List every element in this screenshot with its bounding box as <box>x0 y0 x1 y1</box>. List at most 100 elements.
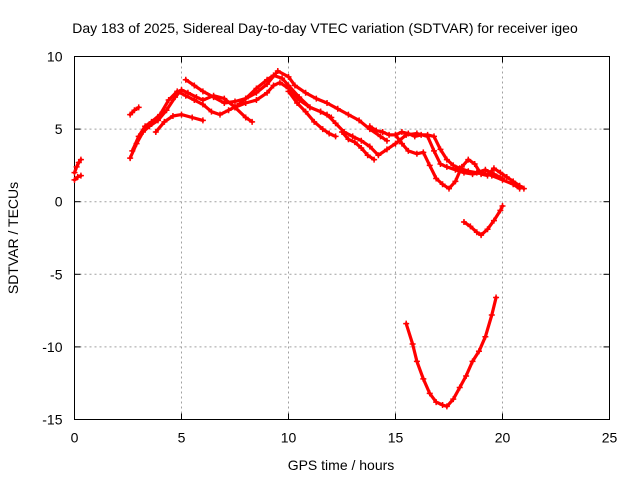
data-point <box>191 97 198 104</box>
series-arc-c <box>127 104 142 118</box>
data-point <box>339 129 345 136</box>
data-point <box>497 169 504 176</box>
data-point <box>366 123 373 130</box>
data-point <box>364 152 371 159</box>
data-point <box>420 149 427 156</box>
data-point <box>232 98 238 105</box>
data-point <box>324 111 331 118</box>
data-point <box>379 129 386 136</box>
data-point <box>437 160 444 167</box>
data-point <box>253 97 260 104</box>
data-point <box>351 139 358 146</box>
data-point <box>437 146 444 153</box>
data-point <box>510 178 517 185</box>
data-point <box>392 140 399 147</box>
x-tick-label: 10 <box>281 430 297 446</box>
data-point <box>135 133 142 140</box>
data-point <box>358 137 365 144</box>
data-point <box>398 129 405 136</box>
data-point <box>392 131 399 138</box>
data-point <box>478 171 485 178</box>
tick-layer: 0 5 10 15 20 25 -15 -10 -5 0 5 10 <box>42 49 617 446</box>
data-point <box>189 114 196 121</box>
series-line <box>462 204 505 237</box>
series-arc-m <box>460 203 506 239</box>
data-point <box>439 401 446 408</box>
series-arc-l <box>392 131 527 192</box>
data-point <box>129 147 136 154</box>
data-point <box>169 113 176 120</box>
data-point <box>450 162 457 169</box>
data-point <box>182 76 189 83</box>
data-point <box>493 294 500 301</box>
data-point <box>225 107 232 114</box>
data-point <box>253 89 260 96</box>
data-point <box>463 372 470 379</box>
data-point <box>302 108 309 115</box>
data-point <box>242 99 249 106</box>
data-point <box>465 168 472 175</box>
y-axis-label: SDTVAR / TECUs <box>5 182 21 294</box>
data-point <box>285 88 292 95</box>
data-point <box>386 131 393 138</box>
data-point <box>127 155 134 162</box>
data-point <box>148 118 155 125</box>
data-point <box>490 165 497 172</box>
data-point <box>270 82 277 89</box>
data-point <box>373 127 380 134</box>
data-point <box>443 403 450 410</box>
series-line <box>72 158 83 175</box>
data-point <box>356 117 363 124</box>
data-point <box>276 79 283 86</box>
data-point <box>242 114 249 121</box>
y-tick-label: 0 <box>55 194 63 210</box>
data-point <box>73 163 80 170</box>
series-layer <box>71 68 527 410</box>
data-point <box>302 89 309 96</box>
data-point <box>161 118 168 125</box>
data-point <box>473 229 480 236</box>
data-point <box>482 333 489 340</box>
data-point <box>484 226 491 233</box>
data-point <box>403 320 410 327</box>
series-arc-a <box>71 156 84 176</box>
data-point <box>77 156 84 163</box>
data-point <box>274 68 281 75</box>
y-tick-label: 10 <box>47 49 63 65</box>
data-point <box>264 81 271 88</box>
series-arc-n <box>403 294 500 410</box>
data-point <box>199 117 206 124</box>
data-point <box>232 104 238 111</box>
x-tick-label: 15 <box>388 430 404 446</box>
data-point <box>426 390 433 397</box>
data-point <box>469 358 476 365</box>
chart-title: Day 183 of 2025, Sidereal Day-to-day VTE… <box>72 20 578 36</box>
data-point <box>165 97 172 104</box>
data-point <box>334 105 341 112</box>
data-point <box>375 152 382 159</box>
data-point <box>398 140 405 147</box>
data-point <box>371 156 378 163</box>
data-point <box>433 175 440 182</box>
data-point <box>484 172 491 179</box>
x-tick-label: 5 <box>178 430 186 446</box>
data-point <box>199 88 206 95</box>
y-tick-label: -10 <box>42 339 62 355</box>
data-point <box>366 143 373 150</box>
data-point <box>446 185 452 192</box>
data-point <box>152 129 159 136</box>
y-tick-label: -15 <box>42 412 62 428</box>
data-point <box>174 88 181 95</box>
data-point <box>131 107 138 114</box>
data-point <box>345 136 352 143</box>
y-tick-label: -5 <box>50 266 63 282</box>
data-point <box>490 217 497 224</box>
data-point <box>503 174 510 181</box>
series-line <box>130 73 333 153</box>
data-point <box>332 120 339 127</box>
x-axis-label: GPS time / hours <box>288 457 395 473</box>
data-point <box>475 348 482 355</box>
data-point <box>71 169 78 176</box>
data-point <box>499 203 506 210</box>
data-point <box>516 182 523 189</box>
